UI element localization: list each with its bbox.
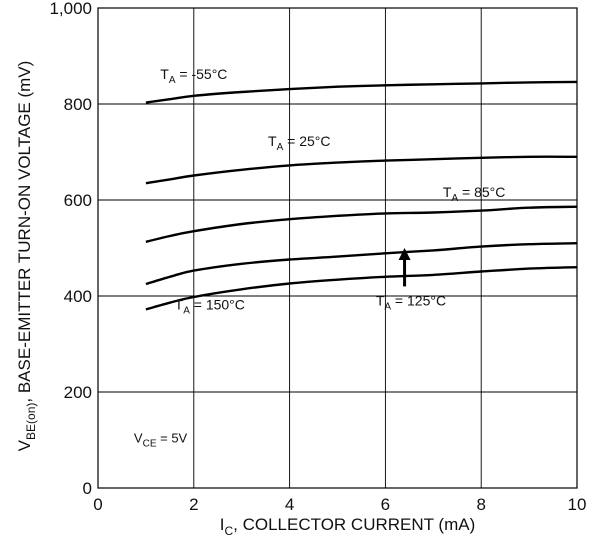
curve-series-2 [145,155,578,185]
curve-series-3 [145,205,578,243]
curve-label-series-4: TA = 125°C [376,293,446,313]
curve-label-series-1: TA = -55°C [160,66,227,86]
y-tick-label: 600 [64,191,92,210]
curve-label-series-2: TA = 25°C [268,133,330,153]
x-tick-label: 4 [285,495,294,514]
y-tick-label: 1,000 [49,0,92,18]
y-tick-label: 0 [83,479,92,498]
vce-condition-note: VCE = 5V [134,430,188,449]
data-curves [145,80,578,311]
curve-labels: TA = -55°C TA = 25°C TA = 85°C TA = 125°C TA… [160,66,505,316]
curve-series-5 [145,266,578,311]
y-tick-label: 800 [64,95,92,114]
x-tick-label: 0 [93,495,102,514]
curve-series-4 [145,242,578,286]
label-pointer-arrow [398,248,411,287]
y-tick-label: 400 [64,287,92,306]
x-axis-title: IC, COLLECTOR CURRENT (mA) [220,515,476,538]
curve-series-1 [145,80,578,104]
y-axis-title: VBE(on), BASE-EMITTER TURN-ON VOLTAGE (m… [15,61,38,452]
x-tick-label: 8 [476,495,485,514]
x-tick-label: 2 [189,495,198,514]
x-tick-label: 10 [568,495,587,514]
y-axis-tick-labels: 0 200 400 600 800 1,000 [49,0,92,498]
y-tick-label: 200 [64,383,92,402]
curve-label-series-5: TA = 150°C [175,296,245,316]
curve-label-series-3: TA = 85°C [443,184,505,204]
plot-frame [97,7,578,489]
x-tick-label: 6 [381,495,390,514]
arrow-head [398,248,411,260]
x-axis-tick-labels: 0 2 4 6 8 10 [93,495,586,514]
